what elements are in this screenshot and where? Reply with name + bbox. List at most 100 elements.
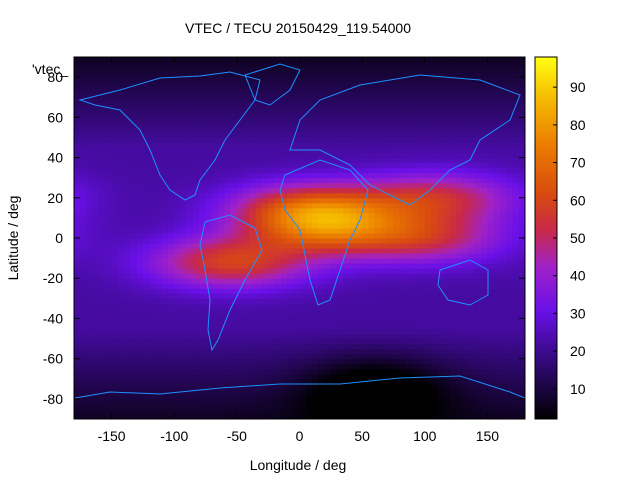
heatmap-cell [506, 383, 513, 390]
heatmap-cell [443, 147, 451, 154]
heatmap-cell [399, 132, 407, 138]
heatmap-cell [305, 308, 313, 314]
heatmap-cell [211, 298, 219, 304]
heatmap-cell [330, 388, 338, 395]
heatmap-cell [399, 278, 407, 284]
heatmap-cell [211, 273, 219, 279]
heatmap-cell [111, 283, 119, 289]
heatmap-cell [186, 328, 194, 335]
heatmap-cell [74, 67, 81, 73]
heatmap-cell [261, 117, 269, 123]
heatmap-cell [456, 212, 463, 219]
heatmap-cell [431, 338, 438, 345]
heatmap-cell [337, 353, 344, 360]
heatmap-cell [312, 298, 319, 304]
heatmap-cell [268, 207, 275, 214]
heatmap-cell [424, 333, 432, 340]
heatmap-cell [124, 72, 131, 78]
heatmap-cell [80, 82, 88, 88]
heatmap-cell [174, 303, 181, 309]
heatmap-cell [499, 343, 507, 350]
heatmap-cell [324, 388, 332, 395]
heatmap-cell [499, 217, 507, 224]
heatmap-cell [274, 258, 282, 264]
heatmap-cell [462, 253, 470, 259]
heatmap-cell [274, 283, 282, 289]
heatmap-cell [399, 57, 407, 63]
heatmap-cell [380, 107, 388, 113]
heatmap-cell [224, 152, 232, 159]
heatmap-cell [493, 77, 501, 83]
heatmap-cell [155, 162, 163, 169]
heatmap-cell [293, 373, 300, 380]
heatmap-cell [393, 308, 401, 314]
heatmap-cell [199, 232, 207, 239]
heatmap-cell [299, 338, 307, 345]
heatmap-cell [355, 383, 363, 390]
heatmap-cell [412, 212, 420, 219]
heatmap-cell [499, 152, 507, 159]
heatmap-cell [218, 348, 225, 355]
heatmap-cell [80, 107, 88, 113]
heatmap-cell [380, 318, 388, 324]
heatmap-cell [130, 388, 138, 395]
heatmap-cell [312, 348, 319, 355]
heatmap-cell [167, 102, 175, 108]
heatmap-cell [431, 227, 438, 234]
heatmap-cell [142, 308, 150, 314]
heatmap-cell [224, 102, 232, 108]
heatmap-cell [449, 197, 457, 204]
heatmap-cell [86, 87, 94, 93]
heatmap-cell [274, 147, 282, 154]
heatmap-cell [155, 298, 163, 304]
heatmap-cell [474, 172, 482, 179]
heatmap-cell [211, 388, 219, 395]
heatmap-cell [180, 72, 188, 78]
heatmap-cell [199, 238, 207, 244]
heatmap-cell [255, 243, 263, 249]
heatmap-cell [199, 182, 207, 189]
heatmap-cell [343, 398, 351, 405]
heatmap-cell [393, 72, 401, 78]
heatmap-cell [312, 127, 319, 133]
heatmap-cell [399, 207, 407, 214]
heatmap-cell [186, 373, 194, 380]
heatmap-cell [80, 363, 88, 370]
heatmap-cell [443, 358, 451, 365]
heatmap-cell [380, 388, 388, 395]
heatmap-cell [161, 172, 169, 179]
heatmap-cell [449, 278, 457, 284]
heatmap-cell [499, 238, 507, 244]
heatmap-cell [374, 232, 382, 239]
heatmap-cell [224, 232, 232, 239]
heatmap-cell [474, 207, 482, 214]
heatmap-cell [393, 142, 401, 148]
heatmap-cell [462, 152, 470, 159]
heatmap-cell [305, 248, 313, 254]
heatmap-cell [305, 172, 313, 179]
heatmap-cell [405, 102, 413, 108]
heatmap-cell [487, 57, 495, 63]
heatmap-cell [481, 363, 488, 370]
heatmap-cell [268, 182, 275, 189]
heatmap-cell [318, 117, 326, 123]
heatmap-cell [149, 338, 156, 345]
heatmap-cell [405, 388, 413, 395]
heatmap-cell [86, 248, 94, 254]
heatmap-cell [205, 253, 213, 259]
heatmap-cell [330, 192, 338, 199]
heatmap-cell [92, 142, 100, 148]
heatmap-cell [174, 207, 181, 214]
heatmap-cell [180, 172, 188, 179]
heatmap-cell [349, 373, 357, 380]
heatmap-cell [224, 258, 232, 264]
heatmap-cell [218, 202, 225, 209]
heatmap-cell [330, 232, 338, 239]
heatmap-cell [149, 343, 156, 350]
heatmap-cell [324, 192, 332, 199]
heatmap-cell [330, 172, 338, 179]
heatmap-cell [255, 388, 263, 395]
heatmap-cell [268, 77, 275, 83]
heatmap-cell [462, 192, 470, 199]
heatmap-cell [405, 288, 413, 294]
